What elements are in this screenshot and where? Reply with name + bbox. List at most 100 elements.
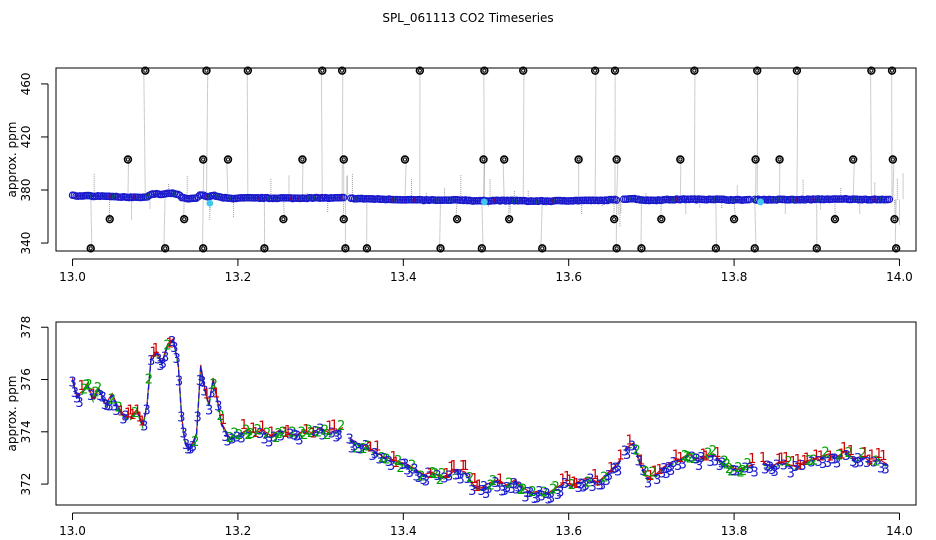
- bottom-panel-series-marker-3: 3: [224, 435, 232, 450]
- bottom-panel-series-marker-1: 1: [373, 439, 381, 454]
- bottom-panel-series-marker-1: 1: [651, 465, 659, 480]
- bottom-panel-series-marker-2: 2: [600, 471, 608, 486]
- bottom-panel-series-marker-1: 1: [149, 346, 157, 361]
- bottom-panel-series-marker-2: 2: [396, 461, 404, 476]
- top-panel-outlier-point: [123, 155, 133, 164]
- top-panel-outlier-point-inner: [593, 68, 598, 73]
- bottom-panel-series-marker-3: 3: [849, 455, 857, 470]
- bottom-panel-series-marker-3: 3: [819, 457, 827, 472]
- bottom-panel-series-marker-3: 3: [761, 462, 769, 477]
- bottom-panel-series-marker-3: 3: [345, 432, 353, 447]
- bottom-panel-series-marker-3: 3: [198, 375, 206, 390]
- bottom-panel-series-marker-1: 1: [789, 455, 797, 470]
- bottom-panel-series-marker-3: 3: [452, 469, 460, 484]
- top-panel-outlier-point: [590, 66, 600, 75]
- bottom-panel-series-marker-1: 1: [812, 449, 820, 464]
- bottom-panel-series-marker-1: 1: [759, 451, 767, 466]
- top-panel-outlier-point: [891, 244, 901, 253]
- bottom-panel-series-marker-3: 3: [68, 375, 76, 390]
- bottom-panel-series-marker-2: 2: [872, 454, 880, 469]
- bottom-panel-series-marker-3: 3: [355, 442, 363, 457]
- bottom-panel-series-line-3: [71, 338, 344, 452]
- top-panel-baseline-point: [745, 195, 754, 204]
- bottom-panel-frame: [55, 321, 917, 506]
- bottom-panel-series-marker-2: 2: [438, 467, 446, 482]
- top-panel-outlier-point: [318, 66, 327, 75]
- top-panel-outlier-point: [105, 214, 114, 224]
- bottom-panel-series-marker-3: 3: [773, 459, 781, 474]
- bottom-panel-series-marker-3: 3: [669, 456, 677, 471]
- top-panel-drop-line: [163, 193, 166, 249]
- bottom-panel-series-marker-1: 1: [868, 448, 876, 463]
- top-panel-outlier-point: [812, 244, 821, 253]
- top-panel-outlier-point: [753, 66, 762, 75]
- bottom-panel-series-marker-3: 3: [424, 467, 432, 482]
- bottom-panel-series-marker-3: 3: [196, 374, 204, 389]
- top-panel-outlier-point-inner: [320, 68, 325, 73]
- bottom-panel-series-marker-1: 1: [166, 336, 174, 351]
- bottom-panel-series-marker-2: 2: [85, 378, 93, 393]
- bottom-panel-series-marker-1: 1: [138, 414, 146, 429]
- top-panel-drop-line: [616, 159, 619, 200]
- bottom-panel-series-marker-2: 2: [288, 426, 296, 441]
- top-panel-outlier-point: [574, 155, 583, 164]
- bottom-panel-series-marker-1: 1: [563, 470, 571, 485]
- top-panel-outlier-point: [890, 214, 899, 224]
- bottom-panel-series-marker-3: 3: [410, 463, 418, 478]
- bottom-panel-series-marker-1: 1: [879, 449, 887, 464]
- top-panel-outlier-point: [676, 155, 685, 164]
- top-panel-outlier-point: [223, 155, 233, 164]
- bottom-panel-series-marker-2: 2: [845, 446, 853, 461]
- bottom-panel-series-marker-3: 3: [665, 461, 673, 476]
- top-panel-outlier-point-inner: [341, 217, 346, 222]
- bottom-panel-series-marker-3: 3: [291, 429, 299, 444]
- bottom-panel-series-marker-3: 3: [598, 478, 606, 493]
- figure-title: SPL_061113 CO2 Timeseries: [382, 11, 553, 25]
- bottom-panel-series-marker-3: 3: [711, 454, 719, 469]
- bottom-panel-series: 3333122231223333323321331112111332311333…: [68, 335, 889, 508]
- top-panel-cyan-point: [757, 198, 764, 206]
- top-panel-outlier-point-inner: [659, 217, 664, 222]
- top-panel-outlier-point-inner: [201, 246, 206, 251]
- bottom-panel-series-marker-2: 2: [551, 480, 559, 495]
- top-panel-outlier-point: [436, 244, 445, 253]
- bottom-panel-series-marker-3: 3: [433, 469, 441, 484]
- bottom-panel-series-marker-1: 1: [801, 454, 809, 469]
- bottom-panel-series-marker-3: 3: [595, 479, 603, 494]
- bottom-panel-series-marker-1: 1: [459, 459, 467, 474]
- bottom-panel-series-marker-1: 1: [616, 448, 624, 463]
- bottom-panel-series-marker-3: 3: [575, 481, 583, 496]
- bottom-panel-series-marker-1: 1: [325, 419, 333, 434]
- bottom-panel-series-marker-3: 3: [122, 409, 130, 424]
- bottom-panel-series-marker-3: 3: [457, 473, 465, 488]
- bottom-panel-series-marker-2: 2: [540, 486, 548, 501]
- bottom-panel-series-marker-1: 1: [637, 454, 645, 469]
- top-panel-y-tick-label: 460: [19, 72, 33, 95]
- bottom-panel-series-marker-1: 1: [258, 420, 266, 435]
- top-panel-outlier-point: [888, 155, 898, 164]
- bottom-panel-series-marker-3: 3: [161, 351, 169, 366]
- bottom-panel-series-marker-2: 2: [584, 475, 592, 490]
- bottom-panel-series-marker-3: 3: [870, 456, 878, 471]
- bottom-panel-x-tick-label: 13.0: [59, 524, 86, 538]
- bottom-panel-series-marker-1: 1: [447, 461, 455, 476]
- bottom-panel-series-marker-3: 3: [180, 427, 188, 442]
- bottom-panel-series-marker-3: 3: [154, 352, 162, 367]
- bottom-panel-series-marker-3: 3: [766, 460, 774, 475]
- bottom-panel-series-marker-3: 3: [831, 453, 839, 468]
- top-panel-y-tick-label: 340: [19, 232, 33, 255]
- bottom-panel-series-line-2: [71, 340, 344, 453]
- bottom-panel-series-marker-3: 3: [406, 466, 414, 481]
- bottom-panel-series-marker-2: 2: [115, 400, 123, 415]
- top-panel-drop-line: [342, 197, 345, 220]
- bottom-panel-series-marker-3: 3: [863, 456, 871, 471]
- top-panel-outlier-point-inner: [481, 157, 486, 162]
- bottom-panel-series-marker-1: 1: [572, 477, 580, 492]
- bottom-panel-series-marker-1: 1: [782, 451, 790, 466]
- bottom-panel-series-marker-2: 2: [743, 457, 751, 472]
- bottom-panel-series-marker-3: 3: [261, 433, 269, 448]
- top-panel-drop-line: [320, 70, 323, 198]
- bottom-panel-series-marker-3: 3: [732, 464, 740, 479]
- top-panel-drop-line: [502, 159, 505, 201]
- top-panel-outlier-point: [339, 155, 348, 164]
